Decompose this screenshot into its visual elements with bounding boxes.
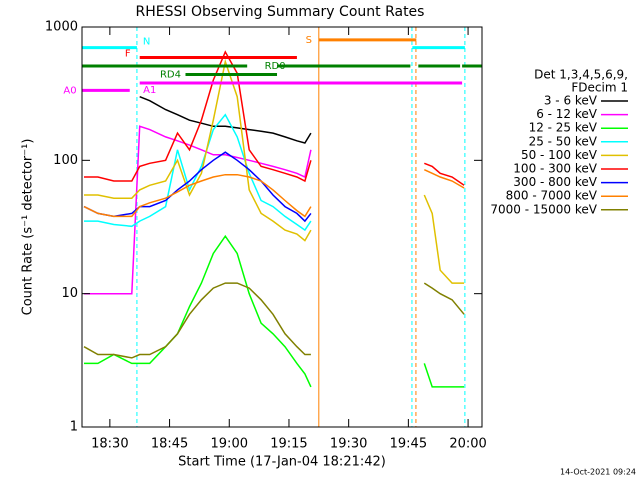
legend-label: 100 - 300 keV: [513, 162, 597, 176]
legend-label: 7000 - 15000 keV: [490, 202, 597, 216]
legend-label: 300 - 800 keV: [513, 175, 597, 189]
y-tick-label: 100: [53, 153, 78, 168]
legend-label: 6 - 12 keV: [536, 107, 598, 121]
flag-label: A0: [63, 85, 76, 96]
x-axis-label: Start Time (17-Jan-04 18:21:42): [178, 455, 386, 470]
y-axis-label: Count Rate (s⁻¹ detector⁻¹): [21, 139, 36, 316]
x-tick-label: 19:30: [330, 437, 367, 452]
series-line: [83, 169, 465, 218]
x-tick-label: 18:30: [91, 437, 128, 452]
x-tick-label: 19:00: [211, 437, 248, 452]
series-line: [84, 58, 465, 284]
legend-title: FDecim 1: [571, 81, 628, 95]
series-line: [84, 234, 465, 388]
flag-label: S: [306, 35, 312, 46]
legend-label: 12 - 25 keV: [529, 121, 598, 135]
series-line: [83, 151, 312, 223]
y-tick-label: 1: [70, 420, 78, 435]
y-tick-label: 1000: [45, 20, 78, 35]
legend-label: 800 - 7000 keV: [506, 189, 598, 203]
legend-label: 25 - 50 keV: [529, 134, 598, 148]
legend-label: 50 - 100 keV: [521, 148, 598, 162]
plot-frame: [81, 26, 483, 428]
x-tick-label: 20:00: [449, 437, 486, 452]
flag-label: N: [143, 37, 150, 48]
x-tick-label: 19:15: [270, 437, 307, 452]
legend-title: Det 1,3,4,5,6,9,: [534, 68, 628, 82]
flag-label: RD4: [160, 70, 181, 81]
x-tick-label: 18:45: [151, 437, 188, 452]
chart-title: RHESSI Observing Summary Count Rates: [136, 4, 425, 20]
series-line: [83, 282, 465, 359]
footer-date: 14-Oct-2021 09:24: [560, 468, 636, 477]
series-line: [84, 50, 465, 186]
flag-label: A1: [143, 85, 156, 96]
flag-label: F: [125, 49, 131, 60]
x-tick-label: 19:45: [390, 437, 427, 452]
series-line: [84, 125, 312, 295]
legend-label: 3 - 6 keV: [544, 94, 598, 108]
flag-label: RD0: [265, 61, 286, 72]
y-tick-label: 10: [61, 286, 78, 301]
